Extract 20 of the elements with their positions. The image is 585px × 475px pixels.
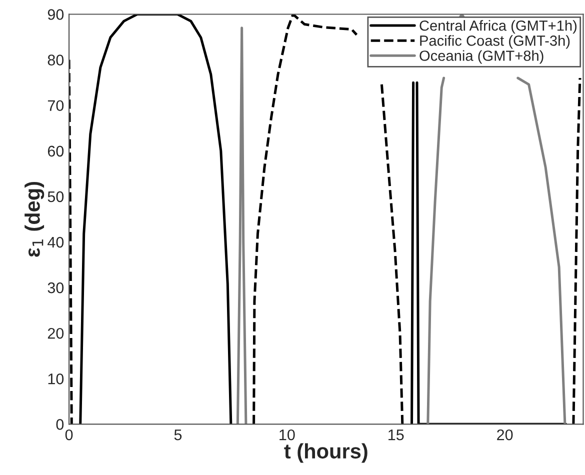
y-tick-label: 60 <box>48 146 64 157</box>
x-tick-label: 5 <box>174 430 182 440</box>
y-tick-label: 0 <box>56 419 64 430</box>
y-tick-label: 50 <box>48 191 64 202</box>
y-tick-label: 20 <box>48 328 64 339</box>
x-axis-title: t (hours) <box>284 443 368 463</box>
y-tick-label: 70 <box>48 100 64 112</box>
legend-label: Pacific Coast (GMT-3h) <box>420 35 570 49</box>
x-tick-label: 15 <box>388 430 404 440</box>
y-axis-title: ε$_{1}$ (deg) <box>24 182 44 257</box>
y-tick-label: 40 <box>48 236 64 248</box>
x-tick-label: 0 <box>65 429 73 440</box>
x-tick-label: 10 <box>280 429 295 440</box>
y-tick-label: 30 <box>48 282 64 294</box>
y-tick-label: 90 <box>48 9 64 20</box>
x-tick-label: 20 <box>497 429 513 440</box>
legend-label: Oceania (GMT+8h) <box>420 50 544 64</box>
legend-label: Central Africa (GMT+1h) <box>420 20 577 34</box>
y-tick-label: 80 <box>48 54 64 66</box>
y-tick-label: 10 <box>48 373 64 384</box>
